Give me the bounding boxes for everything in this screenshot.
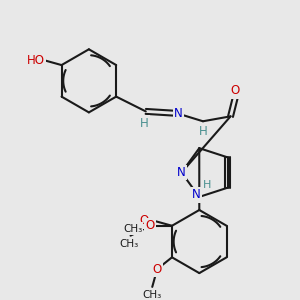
Text: CH₃: CH₃ [119, 238, 138, 248]
Text: O: O [231, 84, 240, 97]
Text: CH₃: CH₃ [123, 224, 142, 234]
Text: H: H [140, 117, 148, 130]
Text: O: O [146, 219, 155, 232]
Text: CH₃: CH₃ [142, 290, 162, 300]
Text: O: O [140, 214, 149, 227]
Text: H: H [203, 180, 211, 190]
Text: N: N [174, 107, 183, 120]
Text: H: H [199, 124, 207, 138]
Text: N: N [192, 188, 201, 201]
Text: HO: HO [27, 54, 45, 67]
Text: N: N [177, 166, 186, 179]
Text: O: O [153, 263, 162, 276]
